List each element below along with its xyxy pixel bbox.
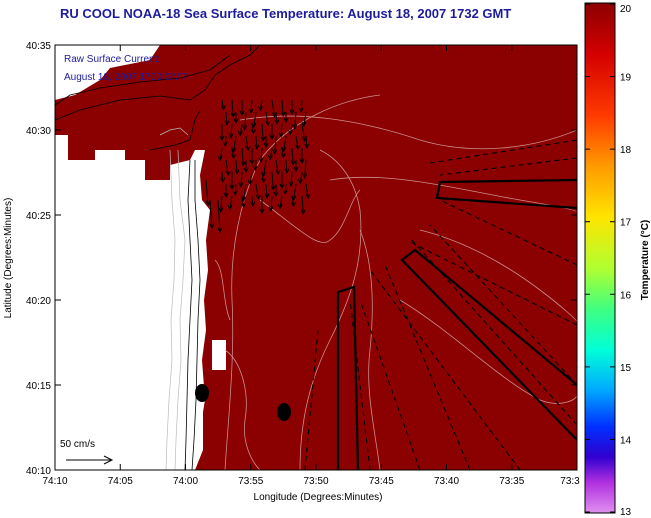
colorbar-tick-label: 17 (620, 218, 632, 229)
x-tick-label: 73:3 (560, 476, 580, 487)
x-ticks: 74:10 74:05 74:00 73:55 73:50 73:45 73:40 73:35… (42, 45, 580, 487)
colorbar-tick-label: 18 (620, 145, 632, 156)
colorbar-tick-label: 20 (620, 4, 632, 15)
y-tick-label: 40:30 (26, 126, 51, 137)
inset-line1: Raw Surface Current: (64, 54, 160, 65)
colorbar-tick-label: 14 (620, 435, 632, 446)
x-tick-label: 73:35 (499, 476, 524, 487)
surface-current-vectors (205, 99, 311, 234)
buoy-marker (277, 403, 291, 421)
y-axis-label: Latitude (Degrees:Minutes) (3, 198, 14, 319)
x-tick-label: 74:00 (173, 476, 198, 487)
x-tick-label: 74:10 (42, 476, 67, 487)
y-tick-label: 40:15 (26, 381, 51, 392)
map-title: RU COOL NOAA-18 Sea Surface Temperature:… (60, 6, 512, 21)
plot-area (55, 45, 577, 470)
coastline (55, 45, 261, 470)
x-tick-label: 73:45 (369, 476, 394, 487)
x-tick-label: 73:50 (303, 476, 328, 487)
sst-field (55, 45, 577, 470)
x-tick-label: 74:05 (108, 476, 133, 487)
colorbar (584, 2, 616, 514)
x-axis-label: Longitude (Degrees:Minutes) (254, 492, 383, 503)
colorbar-label: Temperature (°C) (640, 220, 651, 301)
y-tick-label: 40:35 (26, 41, 51, 52)
colorbar-tick-label: 19 (620, 73, 632, 84)
inset-line2: August 18, 2007 1700 GMT (64, 72, 187, 83)
y-tick-label: 40:10 (26, 466, 51, 477)
scale-label: 50 cm/s (60, 439, 95, 450)
buoy-marker (195, 384, 209, 402)
x-tick-label: 73:40 (434, 476, 459, 487)
bathymetry (159, 127, 189, 470)
colorbar-tick-label: 13 (620, 507, 632, 518)
scale-arrow-icon (66, 455, 114, 465)
colorbar-tick-label: 15 (620, 363, 632, 374)
x-tick-label: 73:55 (238, 476, 263, 487)
colorbar-ticks: 20 19 18 17 16 15 14 13 (585, 3, 632, 518)
y-ticks: 40:35 40:30 40:25 40:20 40:15 40:10 (26, 41, 577, 477)
y-tick-label: 40:20 (26, 296, 51, 307)
radar-sectors (336, 178, 577, 470)
colorbar-tick-label: 16 (620, 290, 632, 301)
y-tick-label: 40:25 (26, 211, 51, 222)
